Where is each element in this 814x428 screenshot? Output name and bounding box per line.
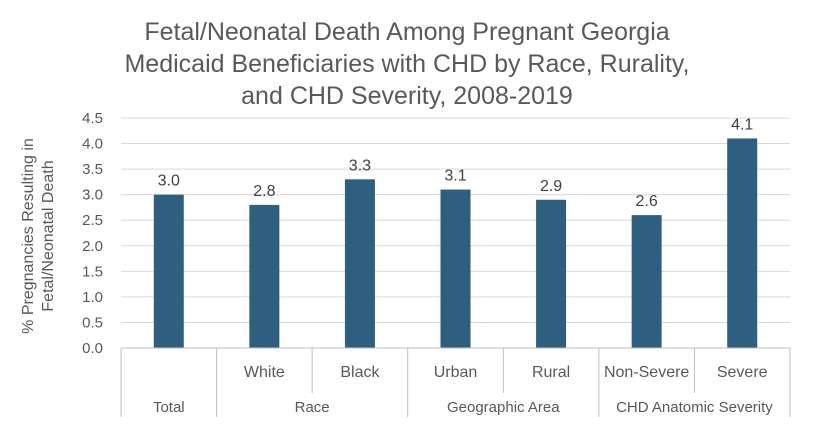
x-category-label: White xyxy=(244,364,285,381)
bars xyxy=(153,138,758,348)
y-axis-label-line: Fetal/Neonatal Death xyxy=(40,160,57,311)
data-label: 4.1 xyxy=(731,116,753,133)
x-group-label: Geographic Area xyxy=(447,399,560,416)
bar xyxy=(344,179,375,348)
x-group-label: CHD Anatomic Severity xyxy=(616,399,773,416)
data-label: 3.3 xyxy=(349,157,371,174)
x-category-label: Urban xyxy=(434,364,478,381)
data-labels: 3.0 2.8 3.3 3.1 2.9 2.6 4.1 xyxy=(158,116,754,210)
y-tick-label: 0.5 xyxy=(82,314,103,331)
y-tick-label: 0.0 xyxy=(82,340,103,357)
y-tick-label: 3.0 xyxy=(82,187,103,204)
y-axis-label: % Pregnancies Resulting in Fetal/Neonatal… xyxy=(20,138,57,334)
data-label: 2.8 xyxy=(253,183,275,200)
data-label: 3.0 xyxy=(158,173,180,190)
x-category-label: Rural xyxy=(532,364,570,381)
y-axis-label-line: % Pregnancies Resulting in xyxy=(20,138,37,334)
y-tick-label: 4.0 xyxy=(82,136,103,153)
y-tick-label: 2.0 xyxy=(82,238,103,255)
x-axis-category-table: White Black Urban Rural Non-Severe Severe Tota… xyxy=(120,347,791,417)
bar xyxy=(153,194,184,348)
data-label: 2.9 xyxy=(540,178,562,195)
chart-title-line: Fetal/Neonatal Death Among Pregnant Geor… xyxy=(144,18,669,46)
y-tick-label: 1.0 xyxy=(82,289,103,306)
y-tick-label: 1.5 xyxy=(82,263,103,280)
bar xyxy=(440,189,471,348)
data-label: 2.6 xyxy=(636,193,658,210)
y-tick-label: 4.5 xyxy=(82,110,103,127)
x-category-label: Non-Severe xyxy=(604,364,689,381)
y-axis-ticks: 0.0 0.5 1.0 1.5 2.0 2.5 3.0 3.5 4.0 4.5 xyxy=(82,110,103,357)
y-tick-label: 3.5 xyxy=(82,161,103,178)
chart-title-line: and CHD Severity, 2008-2019 xyxy=(241,82,573,110)
bar xyxy=(727,138,758,348)
x-group-label: Total xyxy=(153,399,185,416)
chart-title: Fetal/Neonatal Death Among Pregnant Geor… xyxy=(124,18,689,110)
x-group-label: Race xyxy=(295,399,330,416)
bar xyxy=(536,199,567,348)
bar xyxy=(249,204,280,348)
x-category-label: Black xyxy=(340,364,380,381)
bar xyxy=(631,215,662,348)
data-label: 3.1 xyxy=(444,168,466,185)
chart-title-line: Medicaid Beneficiaries with CHD by Race,… xyxy=(124,50,689,78)
y-tick-label: 2.5 xyxy=(82,212,103,229)
x-category-label: Severe xyxy=(717,364,768,381)
